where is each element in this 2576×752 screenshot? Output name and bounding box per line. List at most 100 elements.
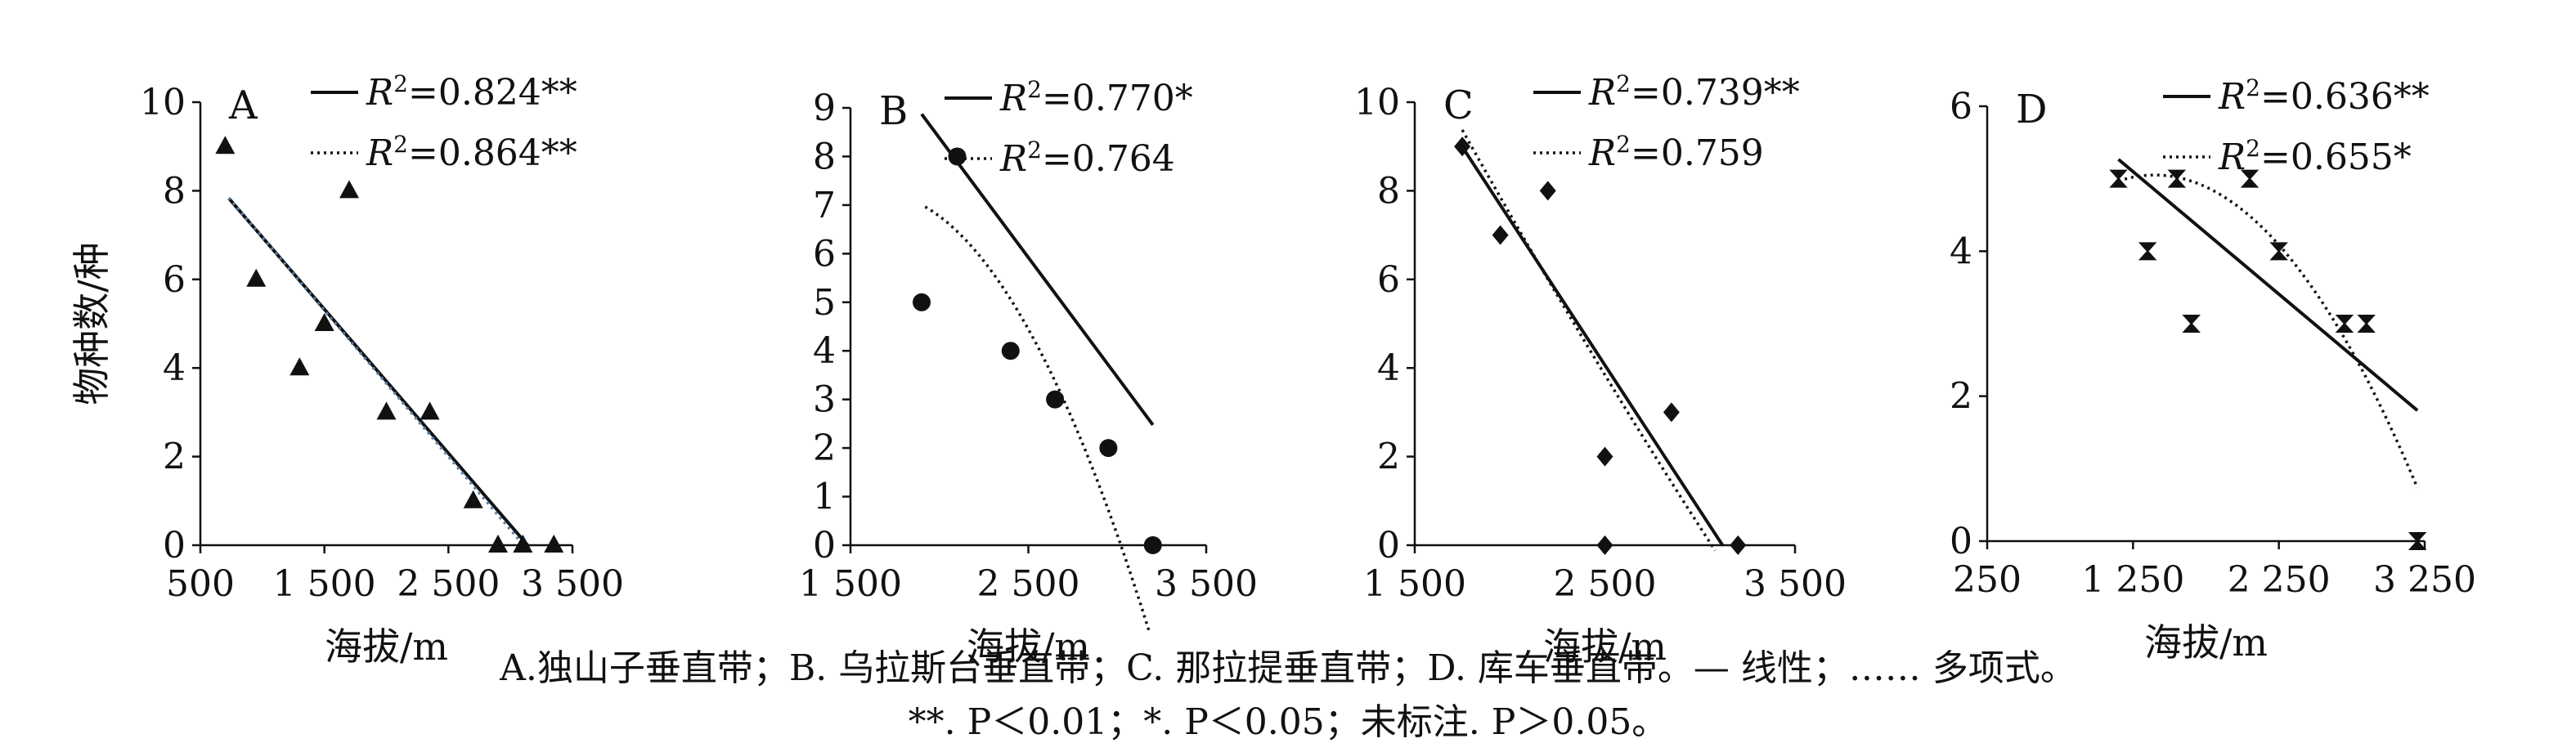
y-tick-label: 4 — [1950, 231, 1972, 272]
y-tick-label: 5 — [813, 282, 836, 324]
data-point — [1596, 446, 1613, 467]
data-point — [1046, 390, 1065, 409]
y-tick-label: 9 — [813, 87, 836, 129]
data-point — [2240, 169, 2260, 188]
x-axis-label: 海拔/m — [325, 624, 448, 669]
y-tick-label: 10 — [1354, 82, 1400, 123]
y-tick-label: 0 — [813, 525, 836, 566]
chart-panel-a: 0 2 4 6 8 10 500 1 500 2 500 3 500 海拔/m 物种数/种 A R2=0.… — [70, 70, 624, 669]
panel-letter: B — [879, 88, 908, 134]
data-point — [2138, 242, 2157, 261]
linear-fit-line — [2117, 158, 2419, 412]
data-point — [246, 268, 267, 287]
x-tick-label: 2 500 — [397, 563, 500, 605]
data-point — [1001, 342, 1020, 360]
y-tick-label: 3 — [813, 379, 836, 421]
x-tick-label: 2 250 — [2228, 559, 2331, 601]
data-point — [2167, 169, 2187, 188]
data-point — [1143, 536, 1162, 554]
y-tick-label: 6 — [163, 259, 186, 301]
legend-label: R2=0.770* — [999, 76, 1193, 119]
y-tick-label: 2 — [163, 436, 186, 478]
linear-fit-line — [1461, 145, 1725, 547]
y-tick-label: 8 — [813, 136, 836, 177]
data-point — [463, 490, 483, 508]
y-tick-label: 7 — [813, 185, 836, 226]
y-tick-label: 8 — [1377, 170, 1400, 212]
y-tick-label: 8 — [163, 170, 186, 212]
panel-letter: D — [2016, 87, 2047, 132]
data-point — [376, 401, 397, 420]
data-point — [2109, 169, 2128, 188]
legend-label: R2=0.864** — [366, 131, 577, 174]
x-tick-label: 1 500 — [273, 563, 376, 605]
chart-panel-c: 0 2 4 6 8 10 1 500 2 500 3 500 海拔/m C R2=0.739** R2=… — [1354, 70, 1847, 669]
chart-panel-b: 0 1 2 3 4 5 6 7 8 9 1 500 2 500 3 500 海拔/m B R2=0.770* R… — [799, 76, 1258, 669]
panel-letter: A — [228, 83, 258, 128]
y-tick-label: 2 — [1950, 376, 1972, 418]
linear-fit-line — [920, 113, 1155, 426]
y-tick-label: 6 — [1950, 86, 1972, 128]
x-tick-label: 2 500 — [1554, 563, 1657, 605]
y-tick-label: 2 — [813, 427, 836, 469]
legend-label: R2=0.759 — [1588, 131, 1764, 174]
y-tick-label: 0 — [1950, 521, 1972, 562]
data-point — [339, 180, 359, 199]
y-tick-label: 4 — [813, 330, 836, 372]
y-tick-label: 6 — [1377, 259, 1400, 301]
data-point — [1099, 439, 1118, 458]
data-point — [2357, 315, 2376, 333]
x-tick-label: 500 — [166, 563, 235, 605]
y-tick-label: 0 — [1377, 525, 1400, 566]
legend-label: R2=0.824** — [366, 70, 577, 114]
y-tick-label: 4 — [163, 347, 186, 389]
data-point — [1663, 402, 1680, 423]
legend-label: R2=0.764 — [999, 137, 1175, 180]
chart-panel-d: 0 2 4 6 250 1 250 2 250 3 250 海拔/m D R2=0.636** R2=… — [1950, 74, 2476, 665]
x-tick-label: 250 — [1953, 559, 2022, 601]
data-point — [1730, 535, 1747, 555]
legend-label: R2=0.655* — [2218, 135, 2412, 178]
x-tick-label: 3 250 — [2373, 559, 2476, 601]
polynomial-fit-curve — [227, 196, 531, 553]
polynomial-fit-curve — [924, 205, 1151, 633]
data-point — [544, 535, 564, 553]
y-tick-label: 4 — [1377, 347, 1400, 389]
x-axis-label: 海拔/m — [1543, 624, 1667, 669]
y-tick-label: 10 — [140, 82, 186, 123]
polynomial-fit-curve — [1461, 129, 1717, 552]
figure-caption-line-2: **. P＜0.01；*. P＜0.05；未标注. P＞0.05。 — [908, 701, 1668, 743]
data-point — [420, 401, 440, 420]
data-point — [2335, 315, 2354, 333]
x-tick-label: 2 500 — [977, 563, 1080, 605]
data-point — [2408, 532, 2427, 550]
panel-letter: C — [1443, 83, 1474, 128]
data-point — [289, 357, 310, 376]
x-tick-label: 3 500 — [1155, 563, 1258, 605]
x-tick-label: 1 500 — [1363, 563, 1466, 605]
x-tick-label: 1 250 — [2081, 559, 2184, 601]
data-point — [2182, 315, 2201, 333]
y-tick-label: 0 — [163, 525, 186, 566]
data-point — [1492, 225, 1509, 245]
data-point — [488, 535, 508, 553]
data-point — [2269, 242, 2288, 261]
x-tick-label: 3 500 — [1744, 563, 1847, 605]
x-axis-label: 海拔/m — [2144, 620, 2268, 665]
y-tick-label: 2 — [1377, 436, 1400, 478]
data-point — [1596, 535, 1613, 555]
data-point — [1454, 137, 1471, 157]
data-point — [513, 535, 533, 553]
legend-label: R2=0.739** — [1588, 70, 1800, 114]
y-tick-label: 6 — [813, 233, 836, 275]
y-axis-label: 物种数/种 — [70, 242, 114, 405]
data-point — [215, 136, 236, 154]
x-tick-label: 1 500 — [799, 563, 902, 605]
data-point — [1539, 181, 1556, 201]
data-point — [314, 313, 334, 331]
data-point — [913, 293, 931, 311]
data-point — [948, 147, 967, 166]
legend-label: R2=0.636** — [2218, 74, 2430, 118]
x-tick-label: 3 500 — [521, 563, 624, 605]
x-axis-label: 海拔/m — [967, 624, 1090, 669]
